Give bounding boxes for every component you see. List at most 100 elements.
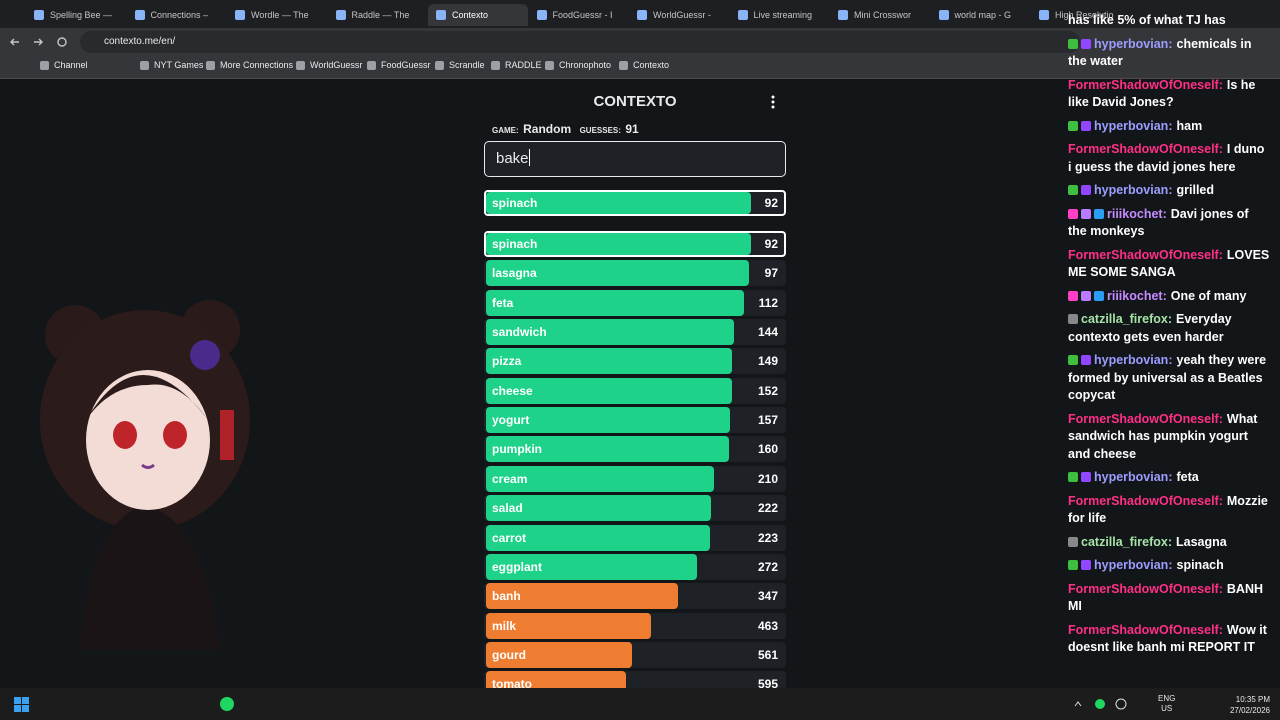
game-title: CONTEXTO [593, 93, 677, 110]
chat-badge [1068, 120, 1078, 131]
browser-tab[interactable]: High Resolutio [1031, 4, 1131, 26]
chat-badge [1081, 355, 1091, 365]
chat-badge [1068, 290, 1078, 301]
chat-username: riiikochet: [1107, 206, 1167, 221]
guess-bar [486, 260, 750, 287]
chat-message: hyperbovian: yeah they were formed by uni… [1068, 352, 1270, 405]
nav-buttons[interactable] [0, 28, 80, 56]
guess-rank: 92 [764, 237, 778, 251]
chat-text: Everyday contexto gets even harder [1068, 312, 1232, 344]
browser-tab[interactable]: world map - G [931, 4, 1031, 26]
url-field[interactable]: contexto.me/en/ [80, 31, 1080, 53]
bookmark[interactable]: Channel [40, 60, 88, 70]
guess-word: gourd [492, 647, 526, 662]
chat-username: hyperbovian: [1094, 353, 1173, 367]
guess-input[interactable]: bake [484, 141, 786, 177]
chat-text: One of many [1170, 288, 1247, 303]
guess-rank: 149 [757, 354, 778, 369]
chat-username: hyperbovian: [1094, 470, 1173, 484]
tab-icon [235, 10, 245, 20]
chat-text: feta [1176, 470, 1199, 484]
bookmarks-bar: Channel NYT Games More Connections WorldGue… [0, 56, 1280, 79]
browser-tab[interactable]: Live streaming [730, 4, 830, 26]
guess-bar [486, 583, 678, 610]
chat-text: Wow it doesnt like banh mi REPORT IT [1068, 622, 1267, 655]
caret [528, 149, 530, 166]
chat-message: hyperbovian: feta [1068, 469, 1270, 487]
guess-bar [486, 319, 735, 346]
guess-bar [486, 553, 697, 580]
contexto-game: CONTEXTO GAME: Random GUESSES: 91 bake s… [484, 88, 786, 688]
chat-username: FormerShadowOfOneself: [1068, 142, 1223, 156]
bookmark[interactable]: NYT Games [140, 60, 203, 70]
chat-badge [1068, 472, 1078, 482]
guess-word: cream [492, 471, 528, 486]
chat-badge [1068, 314, 1078, 324]
language: ENG [1158, 694, 1176, 703]
browser-tab[interactable]: Mini Crosswor [830, 4, 930, 26]
browser-tab[interactable]: Raddle — The [328, 4, 428, 26]
browser-tab[interactable]: WorldGuessr - [629, 4, 729, 26]
chat-text: What sandwich has pumpkin yogurt and che… [1068, 411, 1258, 461]
game-mode: Random [523, 122, 572, 136]
region: US [1161, 704, 1173, 713]
chat-message: FormerShadowOfOneself: I duno i guess the… [1068, 141, 1270, 176]
guesses-count: 91 [625, 122, 639, 136]
chat-text: grilled [1176, 183, 1215, 197]
bookmark[interactable]: Contexto [619, 60, 669, 70]
chat-message: FormerShadowOfOneself: LOVES ME SOME SANG… [1068, 247, 1270, 282]
chat-message: FormerShadowOfOneself: Mozzie for life [1068, 493, 1270, 528]
guess-word: eggplant [492, 559, 542, 574]
guess-row: carrot 223 [484, 524, 786, 551]
bookmark[interactable]: WorldGuessr [296, 60, 362, 70]
chat-badge [1081, 120, 1091, 131]
chat-badge [1068, 560, 1078, 570]
guess-rank: 223 [757, 530, 778, 545]
chat-badge [1068, 185, 1078, 195]
chat-text: BANH MI [1068, 581, 1263, 614]
guess-bar [486, 612, 652, 639]
game-info: GAME: Random GUESSES: 91 [492, 120, 639, 138]
chat-text: has like 5% of what TJ has [1068, 13, 1226, 27]
chat-username: FormerShadowOfOneself: [1068, 411, 1223, 426]
guess-word: yogurt [492, 413, 530, 428]
chat-message: riiikochet: Davi jones of the monkeys [1068, 206, 1270, 241]
chat-username: catzilla_firefox: [1081, 312, 1173, 326]
chat-message: hyperbovian: spinach [1068, 557, 1270, 575]
guess-word: sandwich [492, 325, 547, 340]
tab-icon [1039, 10, 1049, 20]
chat-username: hyperbovian: [1094, 183, 1173, 197]
menu-button[interactable] [768, 95, 778, 109]
chat-badge [1068, 355, 1078, 365]
chat-badge [1068, 536, 1078, 547]
bookmark[interactable]: More Connections [206, 60, 293, 70]
guess-row: eggplant 272 [484, 553, 786, 580]
guess-rank: 152 [757, 383, 778, 398]
guess-rank: 463 [757, 618, 778, 633]
guess-bar [486, 495, 711, 522]
chat-text: yeah they were formed by universal as a … [1068, 353, 1267, 402]
vtuber-avatar [30, 300, 280, 690]
browser-tab[interactable]: Wordle — The [227, 4, 327, 26]
browser-tab[interactable]: Spelling Bee — [26, 4, 126, 26]
guess-rank: 97 [764, 266, 778, 281]
chat-username: catzilla_firefox: [1081, 534, 1173, 549]
bookmark[interactable]: Chronophoto [545, 60, 611, 70]
chat-message: FormerShadowOfOneself: What sandwich has … [1068, 411, 1270, 464]
bookmark[interactable]: Scrandle [435, 60, 485, 70]
guess-rank: 160 [757, 442, 778, 457]
guess-row: tomato 595 [484, 671, 786, 688]
guess-word: pizza [492, 354, 522, 369]
chat-username: riiikochet: [1107, 288, 1167, 303]
chat-badge [1081, 38, 1091, 49]
guess-row: sandwich 144 [484, 319, 786, 346]
guess-bar [486, 465, 715, 492]
guess-word: cheese [492, 383, 533, 398]
browser-tab[interactable]: FoodGuessr - I [529, 4, 629, 26]
chat-message: FormerShadowOfOneself: Wow it doesnt like… [1068, 622, 1270, 657]
browser-tab[interactable]: Contexto [428, 4, 528, 26]
bookmark[interactable]: RADDLE [491, 60, 542, 70]
bookmark[interactable]: FoodGuessr [367, 60, 431, 70]
browser-tab[interactable]: Connections – [127, 4, 227, 26]
guess-bar [486, 348, 733, 375]
